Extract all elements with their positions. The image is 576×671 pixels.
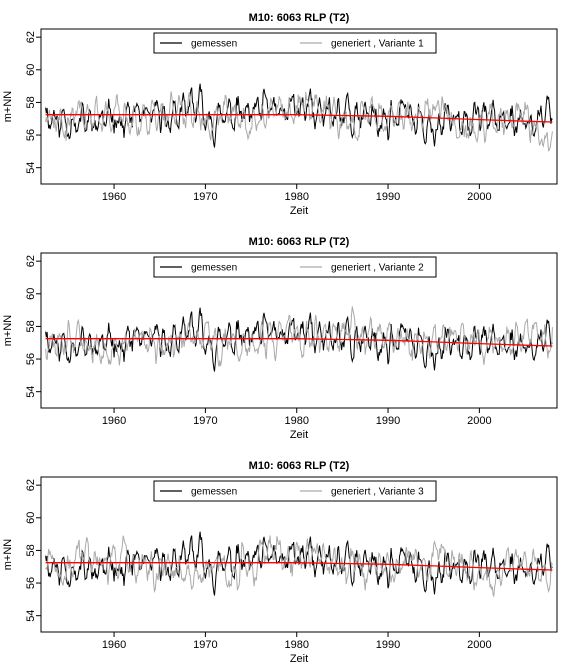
- y-tick-label: 56: [25, 577, 37, 589]
- y-tick-label: 60: [25, 64, 37, 76]
- y-tick-label: 54: [25, 162, 37, 174]
- x-axis-label: Zeit: [290, 429, 308, 441]
- x-tick-label: 2000: [467, 415, 491, 427]
- legend: gemessen generiert , Variante 2: [153, 256, 437, 278]
- legend-label: generiert , Variante 3: [331, 487, 424, 498]
- legend-label: gemessen: [191, 39, 237, 50]
- x-tick-label: 2000: [467, 639, 491, 651]
- x-tick-label: 1970: [193, 639, 217, 651]
- x-tick-label: 1990: [376, 639, 400, 651]
- chart-title: M10: 6063 RLP (T2): [249, 236, 350, 248]
- y-axis-label: m+NN: [2, 91, 14, 123]
- series-group: [45, 83, 553, 152]
- x-tick-label: 1990: [376, 191, 400, 203]
- series-line-generiert: [45, 91, 553, 152]
- x-tick-label: 1970: [193, 191, 217, 203]
- x-tick-label: 1960: [102, 639, 126, 651]
- y-tick-label: 62: [25, 479, 37, 491]
- chart-panel-2: M10: 6063 RLP (T2) 1960 1970 1980 1990 2000 54…: [2, 236, 558, 441]
- plot-frame: [40, 476, 558, 633]
- y-tick-label: 56: [25, 129, 37, 141]
- chart-title: M10: 6063 RLP (T2): [249, 460, 350, 472]
- series-line-generiert: [45, 306, 553, 367]
- y-tick-label: 62: [25, 31, 37, 43]
- legend-box: [153, 256, 437, 278]
- x-tick-label: 1990: [376, 415, 400, 427]
- legend-label: gemessen: [191, 263, 237, 274]
- series-group: [45, 531, 553, 598]
- x-tick-label: 1980: [284, 639, 308, 651]
- chart-title: M10: 6063 RLP (T2): [249, 12, 350, 24]
- x-axis-label: Zeit: [290, 205, 308, 217]
- trend-line: [45, 562, 553, 571]
- y-tick-label: 56: [25, 353, 37, 365]
- plot-frame: [40, 252, 558, 409]
- legend-box: [153, 480, 437, 502]
- plot-frame: [40, 28, 558, 185]
- series-line-generiert: [45, 535, 553, 598]
- x-tick-label: 1960: [102, 415, 126, 427]
- y-tick-label: 58: [25, 544, 37, 556]
- series-line-gemessen: [45, 83, 553, 148]
- y-tick-label: 54: [25, 610, 37, 622]
- y-tick-label: 62: [25, 255, 37, 267]
- trend-line: [45, 338, 553, 347]
- legend: gemessen generiert , Variante 3: [153, 480, 437, 502]
- x-tick-label: 1960: [102, 191, 126, 203]
- y-axis-label: m+NN: [2, 315, 14, 347]
- x-tick-label: 1980: [284, 415, 308, 427]
- y-tick-label: 60: [25, 288, 37, 300]
- x-tick-label: 1980: [284, 191, 308, 203]
- y-tick-label: 54: [25, 386, 37, 398]
- legend-label: generiert , Variante 2: [331, 263, 424, 274]
- chart-panel-1: M10: 6063 RLP (T2) 1960 1970 1980 1990 2000 54…: [2, 12, 558, 217]
- x-tick-label: 2000: [467, 191, 491, 203]
- legend-box: [153, 32, 437, 54]
- trend-line: [45, 114, 553, 123]
- y-tick-label: 58: [25, 96, 37, 108]
- y-tick-label: 58: [25, 320, 37, 332]
- x-tick-label: 1970: [193, 415, 217, 427]
- chart-panel-3: M10: 6063 RLP (T2) 1960 1970 1980 1990 2000 54…: [2, 460, 558, 665]
- legend: gemessen generiert , Variante 1: [153, 32, 437, 54]
- legend-label: generiert , Variante 1: [331, 39, 424, 50]
- y-axis-label: m+NN: [2, 539, 14, 571]
- series-group: [45, 306, 553, 372]
- x-axis-label: Zeit: [290, 653, 308, 665]
- legend-label: gemessen: [191, 487, 237, 498]
- y-tick-label: 60: [25, 512, 37, 524]
